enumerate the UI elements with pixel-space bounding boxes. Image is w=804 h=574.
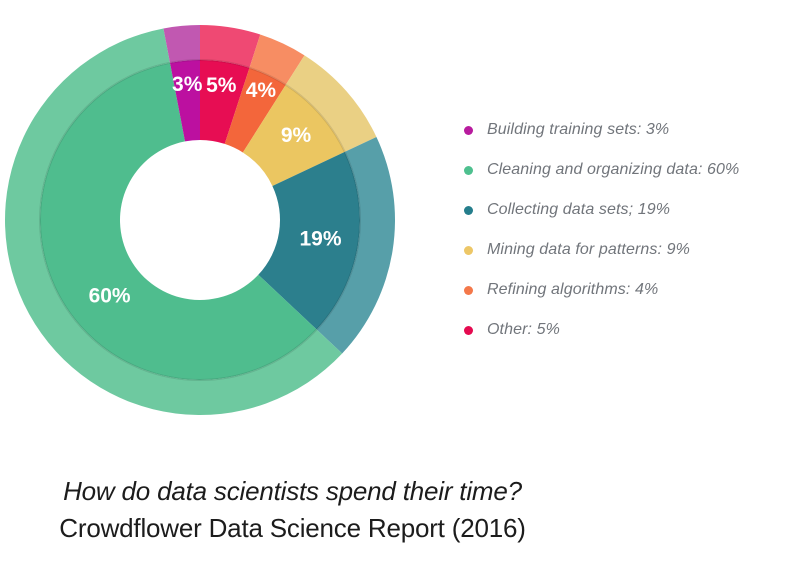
segment-other-inner [200, 60, 250, 144]
segment-cleaning-and-organizing-data-outer [5, 28, 343, 415]
legend-item: Refining algorithms: 4% [464, 280, 739, 300]
legend-dot-icon [464, 205, 473, 215]
legend-label: Other: 5% [487, 321, 560, 338]
legend-dot-icon [464, 245, 473, 255]
legend-dot-icon [464, 125, 473, 135]
legend-dot-icon [464, 285, 473, 295]
chart-title: How do data scientists spend their time? [63, 476, 522, 506]
legend-label: Refining algorithms: 4% [487, 281, 659, 298]
legend: Building training sets: 3% Cleaning and o… [464, 120, 739, 360]
segment-label-cleaning-and-organizing-data: 60% [89, 284, 131, 307]
segment-other-outer [200, 25, 261, 68]
segment-label-other: 5% [206, 74, 237, 97]
legend-dot-icon [464, 165, 473, 175]
segment-building-training-sets-inner [170, 60, 200, 142]
ring-divider [39, 59, 361, 381]
legend-item: Cleaning and organizing data: 60% [464, 160, 739, 180]
segment-label-collecting-data-sets: 19% [299, 228, 341, 251]
segment-cleaning-and-organizing-data-inner [39, 62, 317, 381]
legend-item: Collecting data sets; 19% [464, 200, 739, 220]
segment-building-training-sets-outer [163, 25, 200, 63]
legend-label: Building training sets: 3% [487, 121, 670, 138]
caption: How do data scientists spend their time?… [0, 473, 585, 547]
segment-collecting-data-sets-outer [316, 136, 396, 354]
segment-refining-algorithms-inner [224, 67, 286, 153]
legend-label: Cleaning and organizing data: 60% [487, 161, 740, 178]
legend-item: Other: 5% [464, 320, 739, 340]
segment-collecting-data-sets-inner [258, 151, 360, 330]
segment-label-building-training-sets: 3% [172, 73, 203, 96]
legend-label: Collecting data sets; 19% [487, 201, 671, 218]
segment-mining-data-for-patterns-inner [242, 84, 345, 186]
segment-refining-algorithms-outer [249, 34, 305, 85]
segment-label-refining-algorithms: 4% [246, 79, 277, 102]
legend-dot-icon [464, 325, 473, 335]
segment-mining-data-for-patterns-outer [285, 55, 377, 152]
segment-label-mining-data-for-patterns: 9% [281, 124, 312, 147]
chart-source: Crowdflower Data Science Report (2016) [59, 513, 526, 543]
legend-item: Building training sets: 3% [464, 120, 739, 140]
legend-item: Mining data for patterns: 9% [464, 240, 739, 260]
donut-chart: 5% 4% 9% 19% 60% 3% [0, 0, 450, 450]
donut-chart-svg: 5% 4%9% 19% 60% 3% [5, 25, 396, 415]
legend-label: Mining data for patterns: 9% [487, 241, 690, 258]
